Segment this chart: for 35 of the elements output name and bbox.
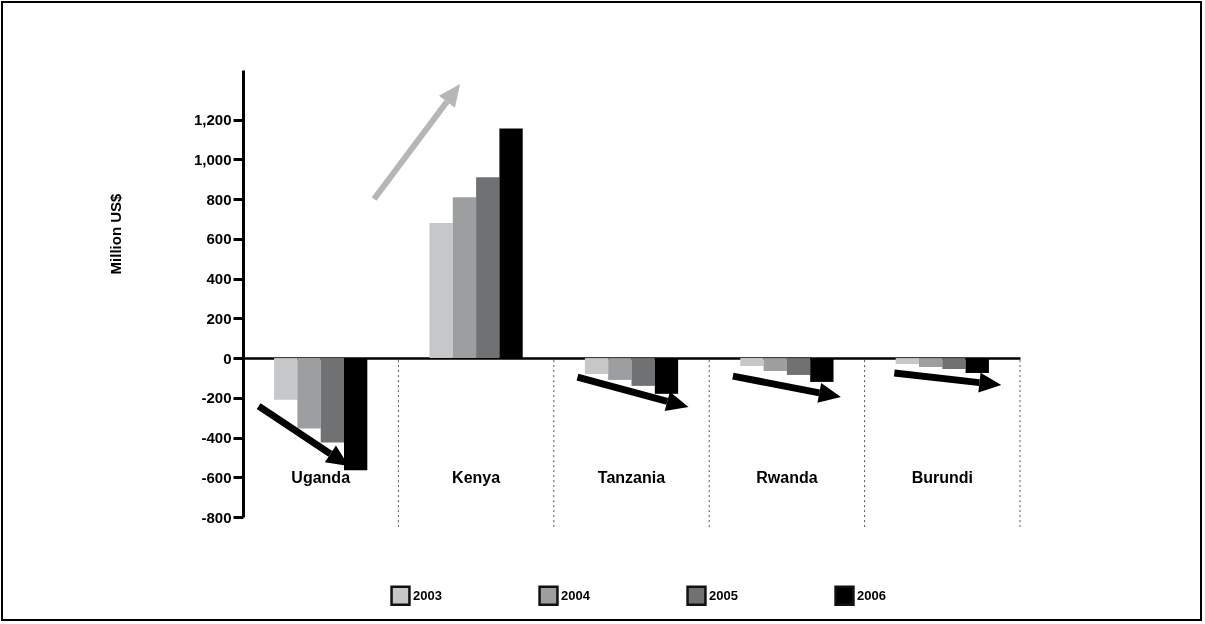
bar: [452, 197, 477, 359]
bar: [429, 222, 453, 359]
legend-label: 2004: [561, 587, 591, 603]
x-tick-label: Rwanda: [756, 468, 818, 486]
bar: [631, 358, 655, 386]
bar: [942, 358, 966, 369]
y-tick-label: -400: [201, 429, 232, 447]
y-tick-label: -600: [201, 468, 232, 486]
bar: [895, 358, 919, 365]
bar: [584, 358, 609, 374]
bar: [918, 358, 943, 368]
bar: [274, 358, 298, 400]
bar: [297, 358, 321, 429]
bar: [476, 177, 500, 359]
y-tick-label: 1,000: [193, 150, 232, 168]
y-tick-label: 0: [223, 349, 232, 367]
y-tick-label: 800: [206, 190, 232, 208]
y-tick-label: 400: [206, 270, 232, 288]
legend-label: 2006: [857, 587, 886, 603]
y-tick-label: 200: [206, 309, 232, 327]
x-tick-label: Tanzania: [597, 468, 666, 486]
y-tick-label: -800: [201, 508, 232, 526]
y-axis-title: Million US$: [106, 192, 124, 275]
bar: [740, 358, 764, 367]
bar: [786, 358, 811, 375]
y-tick-label: 600: [206, 230, 232, 248]
x-tick-label: Uganda: [291, 468, 351, 486]
legend-label: 2005: [709, 587, 738, 603]
x-tick-label: Kenya: [452, 468, 501, 486]
bar: [763, 358, 787, 371]
y-tick-label: -200: [201, 389, 232, 407]
legend-label: 2003: [413, 587, 442, 603]
x-tick-label: Burundi: [911, 468, 973, 486]
y-tick-label: 1,200: [193, 111, 232, 129]
bar: [608, 358, 632, 380]
